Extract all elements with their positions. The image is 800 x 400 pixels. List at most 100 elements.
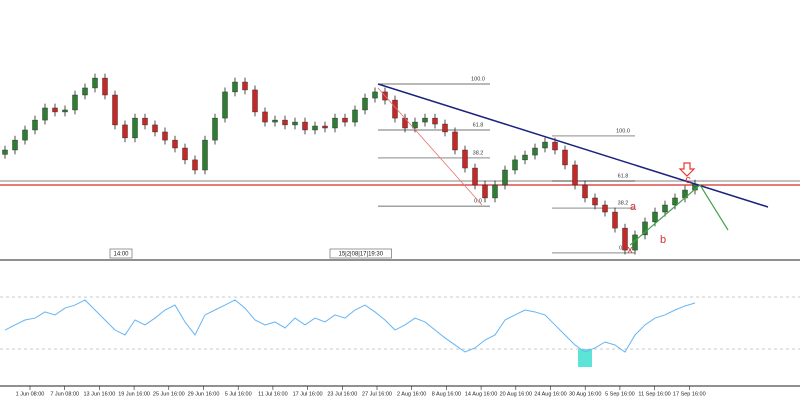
x-tick-label: 17 Jul 16:00 (293, 391, 323, 397)
candle-body (92, 77, 98, 89)
time-box (329, 248, 392, 259)
candle-body (242, 81, 248, 91)
candle-body (262, 111, 268, 123)
wave-label: a (630, 201, 637, 213)
candle-body (122, 124, 128, 139)
fib-label: 61.8 (618, 173, 629, 179)
candle-body (642, 221, 648, 236)
candle-body (152, 124, 158, 133)
x-tick-label: 20 Aug 16:00 (500, 391, 532, 397)
x-tick-label: 19 Jun 16:00 (118, 391, 150, 397)
candle-body (462, 149, 468, 169)
candle-body (582, 184, 588, 199)
candle-body (452, 131, 458, 151)
candle-body (212, 117, 218, 141)
candle-body (252, 89, 258, 113)
candle-body (422, 117, 428, 123)
time-box-label: 15|2|08|17|19:30 (338, 252, 383, 258)
x-tick-label: 17 Sep 16:00 (673, 391, 706, 397)
candle-body (22, 129, 28, 141)
candle-body (232, 81, 238, 93)
candle-body (342, 117, 348, 123)
candle-body (542, 141, 548, 149)
candle-body (322, 125, 328, 129)
fib-label: 38.2 (618, 201, 629, 207)
candle-body (332, 117, 338, 129)
candle-body (562, 149, 568, 166)
trend-line (699, 184, 729, 231)
time-box-label: 14:00 (113, 252, 129, 258)
candle-body (672, 197, 678, 206)
indicator-line (4, 299, 696, 353)
x-tick-label: 30 Aug 16:00 (569, 391, 601, 397)
candle-body (362, 97, 368, 111)
x-tick-label: 14 Aug 16:00 (465, 391, 497, 397)
candle-body (612, 211, 618, 229)
candle-body (652, 211, 658, 223)
fib-label: 61.8 (473, 122, 484, 128)
candle-body (622, 227, 628, 251)
candle-body (202, 139, 208, 171)
candle-body (32, 119, 38, 131)
candle-body (112, 94, 118, 126)
x-tick-label: 11 Jul 16:00 (258, 391, 288, 397)
x-tick-label: 5 Jul 16:00 (225, 391, 252, 397)
candle-body (302, 121, 308, 131)
candle-body (292, 121, 298, 126)
candle-body (142, 117, 148, 126)
candle-body (442, 123, 448, 133)
candle-body (532, 147, 538, 156)
candle-body (2, 149, 8, 155)
candle-body (662, 204, 668, 213)
x-tick-label: 1 Jun 08:00 (16, 391, 45, 397)
x-tick-label: 29 Jun 16:00 (188, 391, 220, 397)
candle-body (282, 119, 288, 126)
candle-body (272, 119, 278, 123)
candle-body (182, 147, 188, 161)
candle-body (42, 107, 48, 121)
candle-body (602, 204, 608, 213)
candle-body (62, 109, 68, 113)
candle-body (552, 141, 558, 151)
oversold-highlight (578, 349, 592, 367)
candle-body (432, 117, 438, 125)
fib-label: 38.2 (473, 150, 484, 156)
candle-body (492, 184, 498, 199)
candle-body (412, 121, 418, 129)
x-tick-label: 13 Jun 16:00 (83, 391, 115, 397)
candle-body (522, 154, 528, 161)
x-tick-label: 24 Aug 16:00 (534, 391, 566, 397)
wave-label: c (685, 174, 691, 186)
candle-body (162, 131, 168, 141)
x-tick-label: 2 Aug 16:00 (397, 391, 426, 397)
trend-line (377, 87, 483, 206)
plot: 100.061.838.20.0100.061.838.20.0abcx14:0… (0, 73, 800, 397)
x-tick-label: 23 Jul 16:00 (327, 391, 357, 397)
fib-label: 100.0 (616, 128, 630, 134)
fib-label: 0.0 (474, 199, 482, 205)
trend-line (377, 83, 769, 208)
candle-body (72, 94, 78, 111)
candle-body (482, 184, 488, 199)
arrow-marker (678, 162, 696, 177)
x-tick-label: 7 Jun 08:00 (50, 391, 79, 397)
wave-label: b (660, 234, 666, 246)
candle-body (392, 99, 398, 119)
candle-body (172, 139, 178, 149)
candle-body (312, 125, 318, 131)
candle-body (592, 197, 598, 206)
candle-body (502, 169, 508, 186)
time-box (109, 248, 133, 259)
x-tick-label: 8 Aug 16:00 (432, 391, 461, 397)
candle-body (402, 117, 408, 129)
candle-body (52, 107, 58, 113)
candle-body (132, 117, 138, 139)
candle-body (192, 159, 198, 171)
candle-body (82, 87, 88, 96)
candle-body (372, 91, 378, 99)
wave-label: x (627, 244, 633, 256)
x-tick-label: 27 Jul 16:00 (362, 391, 392, 397)
